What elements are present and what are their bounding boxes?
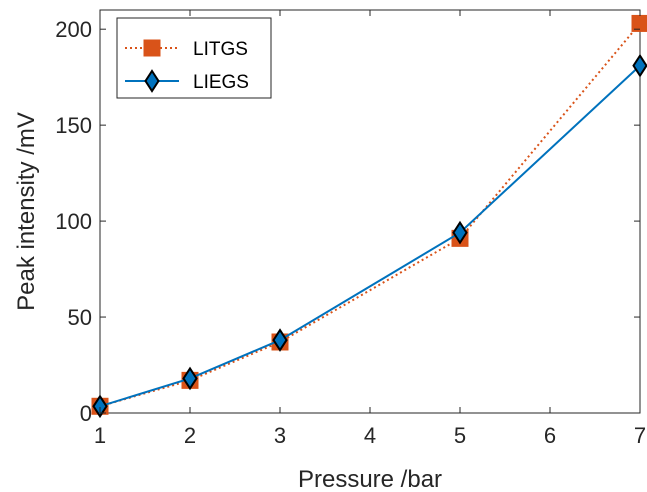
- x-tick-label: 3: [274, 423, 286, 448]
- legend-marker-liegs: [144, 69, 160, 93]
- y-tick-label: 200: [55, 17, 92, 42]
- x-tick-label: 5: [454, 423, 466, 448]
- x-tick-label: 2: [184, 423, 196, 448]
- y-axis: 0 50 100 150 200: [55, 17, 640, 426]
- legend-box: [116, 17, 272, 99]
- data-point-liegs: [182, 366, 198, 391]
- series-layer: [91, 14, 647, 419]
- legend-marker-litgs: [143, 39, 161, 57]
- data-point-liegs: [92, 394, 108, 419]
- legend: LITGS LIEGS: [116, 17, 272, 99]
- y-tick-label: 50: [68, 305, 92, 330]
- x-axis-title: Pressure /bar: [298, 466, 442, 492]
- y-tick-label: 0: [80, 401, 92, 426]
- x-tick-label: 7: [634, 423, 646, 448]
- y-axis-title: Peak intensity /mV: [13, 112, 40, 311]
- y-tick-label: 100: [55, 209, 92, 234]
- x-tick-label: 1: [94, 423, 106, 448]
- data-point-liegs: [272, 328, 288, 352]
- data-point-liegs: [452, 220, 468, 245]
- data-point-liegs: [632, 53, 647, 78]
- legend-label-liegs: LIEGS: [193, 72, 249, 93]
- x-axis: 1 2 3 4 5 6 7: [94, 10, 646, 448]
- y-tick-label: 150: [55, 113, 92, 138]
- series-liegs: [92, 53, 647, 419]
- x-tick-label: 6: [544, 423, 556, 448]
- x-tick-label: 4: [364, 423, 376, 448]
- legend-label-litgs: LITGS: [193, 39, 248, 60]
